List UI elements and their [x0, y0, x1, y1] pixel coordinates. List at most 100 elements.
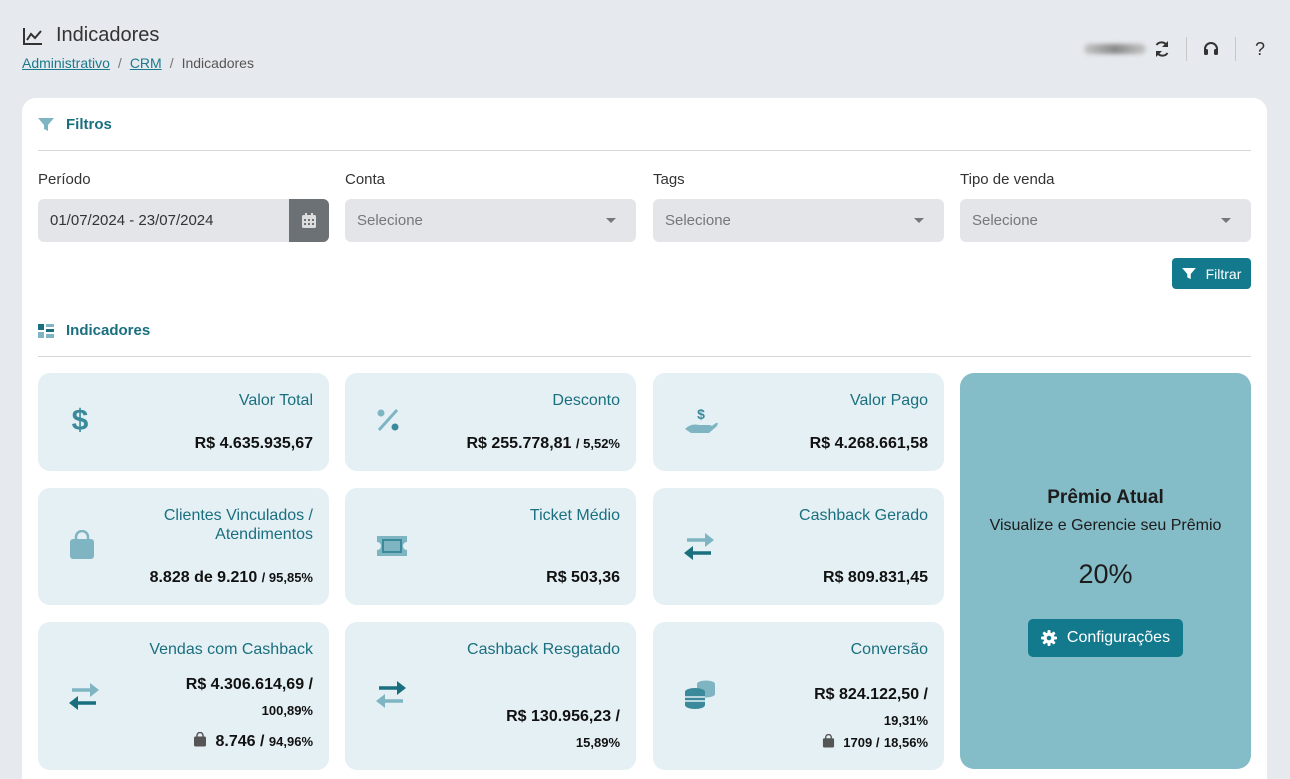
headset-icon[interactable]: [1201, 39, 1221, 59]
dollar-icon: $: [68, 403, 92, 442]
indicator-count: 1709 /: [843, 735, 880, 750]
indicator-value: 8.828 de 9.210: [149, 569, 258, 586]
periodo-value: 01/07/2024 - 23/07/2024: [50, 212, 214, 229]
indicators-section-title: Indicadores: [66, 322, 151, 339]
tags-select[interactable]: Selecione: [653, 199, 944, 242]
indicator-value-line: 8.828 de 9.210 / 95,85%: [150, 569, 313, 587]
tipo-venda-select[interactable]: Selecione: [960, 199, 1251, 242]
periodo-label: Período: [38, 171, 91, 188]
periodo-date-input[interactable]: 01/07/2024 - 23/07/2024: [38, 199, 329, 242]
section-divider: [38, 150, 1251, 151]
indicators-section-header: Indicadores: [38, 322, 150, 339]
exchange-icon: [683, 530, 715, 567]
indicator-title: Cashback Gerado: [799, 507, 928, 524]
indicator-title: Clientes Vinculados / Atendimentos: [164, 506, 313, 544]
page-header: Indicadores Administrativo / CRM / Indic…: [22, 24, 254, 71]
indicator-ticket-medio: Ticket Médio R$ 503,36: [345, 488, 636, 605]
indicator-title: Conversão: [850, 641, 928, 658]
indicator-count-percent: 94,96%: [268, 734, 313, 749]
tags-placeholder: Selecione: [665, 212, 731, 229]
premio-title: Prêmio Atual: [1047, 487, 1164, 508]
indicator-value: R$ 824.122,50 /: [814, 686, 928, 703]
hand-money-icon: $: [683, 405, 719, 440]
section-divider: [38, 356, 1251, 357]
bag-icon: [822, 733, 834, 748]
page-title: Indicadores: [22, 24, 254, 47]
exchange-icon: [375, 678, 407, 715]
indicator-percent-line: 100,89%: [262, 702, 313, 720]
toolbar-divider: [1186, 37, 1187, 61]
chevron-down-icon: [1221, 218, 1231, 223]
filter-icon: [38, 117, 54, 131]
chart-line-icon: [23, 27, 42, 45]
indicator-valor-total: $ Valor Total R$ 4.635.935,67: [38, 373, 329, 471]
conta-label: Conta: [345, 171, 386, 188]
indicator-value: R$ 4.635.935,67: [194, 435, 313, 452]
filtrar-button[interactable]: Filtrar: [1172, 258, 1251, 289]
indicator-cashback-gerado: Cashback Gerado R$ 809.831,45: [653, 488, 944, 605]
breadcrumb-separator: /: [117, 55, 122, 71]
bag-icon: [194, 731, 207, 747]
filter-icon: [1181, 267, 1196, 279]
tipo-venda-placeholder: Selecione: [972, 212, 1038, 229]
indicator-percent-line: 19,31%: [884, 712, 928, 730]
tags-label: Tags: [653, 171, 685, 188]
toolbar-divider: [1235, 37, 1236, 61]
premio-subtitle: Visualize e Gerencie seu Prêmio: [989, 517, 1222, 534]
user-name-blurred: [1084, 44, 1146, 54]
indicator-value: R$ 503,36: [546, 569, 620, 586]
percent-icon: [375, 407, 401, 438]
indicator-title-line: Clientes Vinculados /: [163, 507, 313, 524]
filters-section-title: Filtros: [66, 116, 112, 133]
indicator-count-percent: 18,56%: [883, 735, 928, 750]
calendar-icon: [302, 213, 316, 228]
top-toolbar: ?: [1084, 36, 1270, 62]
calendar-button[interactable]: [289, 199, 329, 242]
breadcrumb-administrativo[interactable]: Administrativo: [22, 55, 110, 71]
indicator-count-line: 8.746 / 94,96%: [193, 731, 313, 751]
indicator-percent: 100,89%: [261, 703, 313, 718]
filters-section-header: Filtros: [38, 116, 112, 133]
indicator-value-line: R$ 255.778,81 / 5,52%: [466, 435, 620, 453]
indicator-percent-line: 15,89%: [576, 734, 620, 752]
indicator-value: R$ 255.778,81: [466, 435, 572, 452]
exchange-icon: [68, 680, 100, 717]
tipo-venda-label: Tipo de venda: [960, 171, 1055, 188]
indicator-title: Valor Total: [238, 392, 313, 409]
ticket-icon: [375, 534, 409, 563]
indicator-value: R$ 4.306.614,69 /: [185, 676, 313, 693]
breadcrumb-current: Indicadores: [181, 55, 254, 71]
indicator-vendas-cashback: Vendas com Cashback R$ 4.306.614,69 / 10…: [38, 622, 329, 770]
main-card: Filtros Período 01/07/2024 - 23/07/2024 …: [22, 98, 1267, 779]
premio-card: Prêmio Atual Visualize e Gerencie seu Pr…: [960, 373, 1251, 769]
indicator-count: 8.746 /: [215, 733, 265, 750]
configuracoes-button[interactable]: Configurações: [1028, 619, 1183, 657]
help-icon[interactable]: ?: [1254, 38, 1265, 59]
breadcrumb-crm[interactable]: CRM: [129, 55, 162, 71]
indicator-conversao: Conversão R$ 824.122,50 / 19,31% 1709 / …: [653, 622, 944, 770]
chevron-down-icon: [606, 218, 616, 223]
indicator-desconto: Desconto R$ 255.778,81 / 5,52%: [345, 373, 636, 471]
configuracoes-label: Configurações: [1066, 629, 1171, 646]
svg-text:$: $: [72, 404, 89, 437]
breadcrumb: Administrativo / CRM / Indicadores: [22, 55, 254, 71]
premio-percent: 20%: [1078, 559, 1133, 589]
indicator-value: R$ 809.831,45: [823, 569, 928, 586]
indicator-count-line: 1709 / 18,56%: [822, 733, 928, 752]
gear-icon: [1040, 630, 1057, 646]
dashboard-icon: [38, 323, 54, 338]
indicator-valor-pago: $ Valor Pago R$ 4.268.661,58: [653, 373, 944, 471]
page-title-text: Indicadores: [56, 24, 160, 46]
svg-text:$: $: [697, 406, 705, 422]
indicator-value: R$ 130.956,23 /: [506, 708, 620, 725]
filtrar-label: Filtrar: [1205, 265, 1242, 282]
indicator-percent: / 5,52%: [575, 436, 620, 451]
refresh-icon[interactable]: [1152, 39, 1172, 59]
chevron-down-icon: [914, 218, 924, 223]
indicator-title: Ticket Médio: [529, 507, 620, 524]
indicator-percent: 15,89%: [575, 735, 620, 750]
indicator-title: Cashback Resgatado: [467, 641, 620, 658]
indicator-title-line: Atendimentos: [215, 526, 313, 543]
indicator-cashback-resgatado: Cashback Resgatado R$ 130.956,23 / 15,89…: [345, 622, 636, 770]
conta-select[interactable]: Selecione: [345, 199, 636, 242]
